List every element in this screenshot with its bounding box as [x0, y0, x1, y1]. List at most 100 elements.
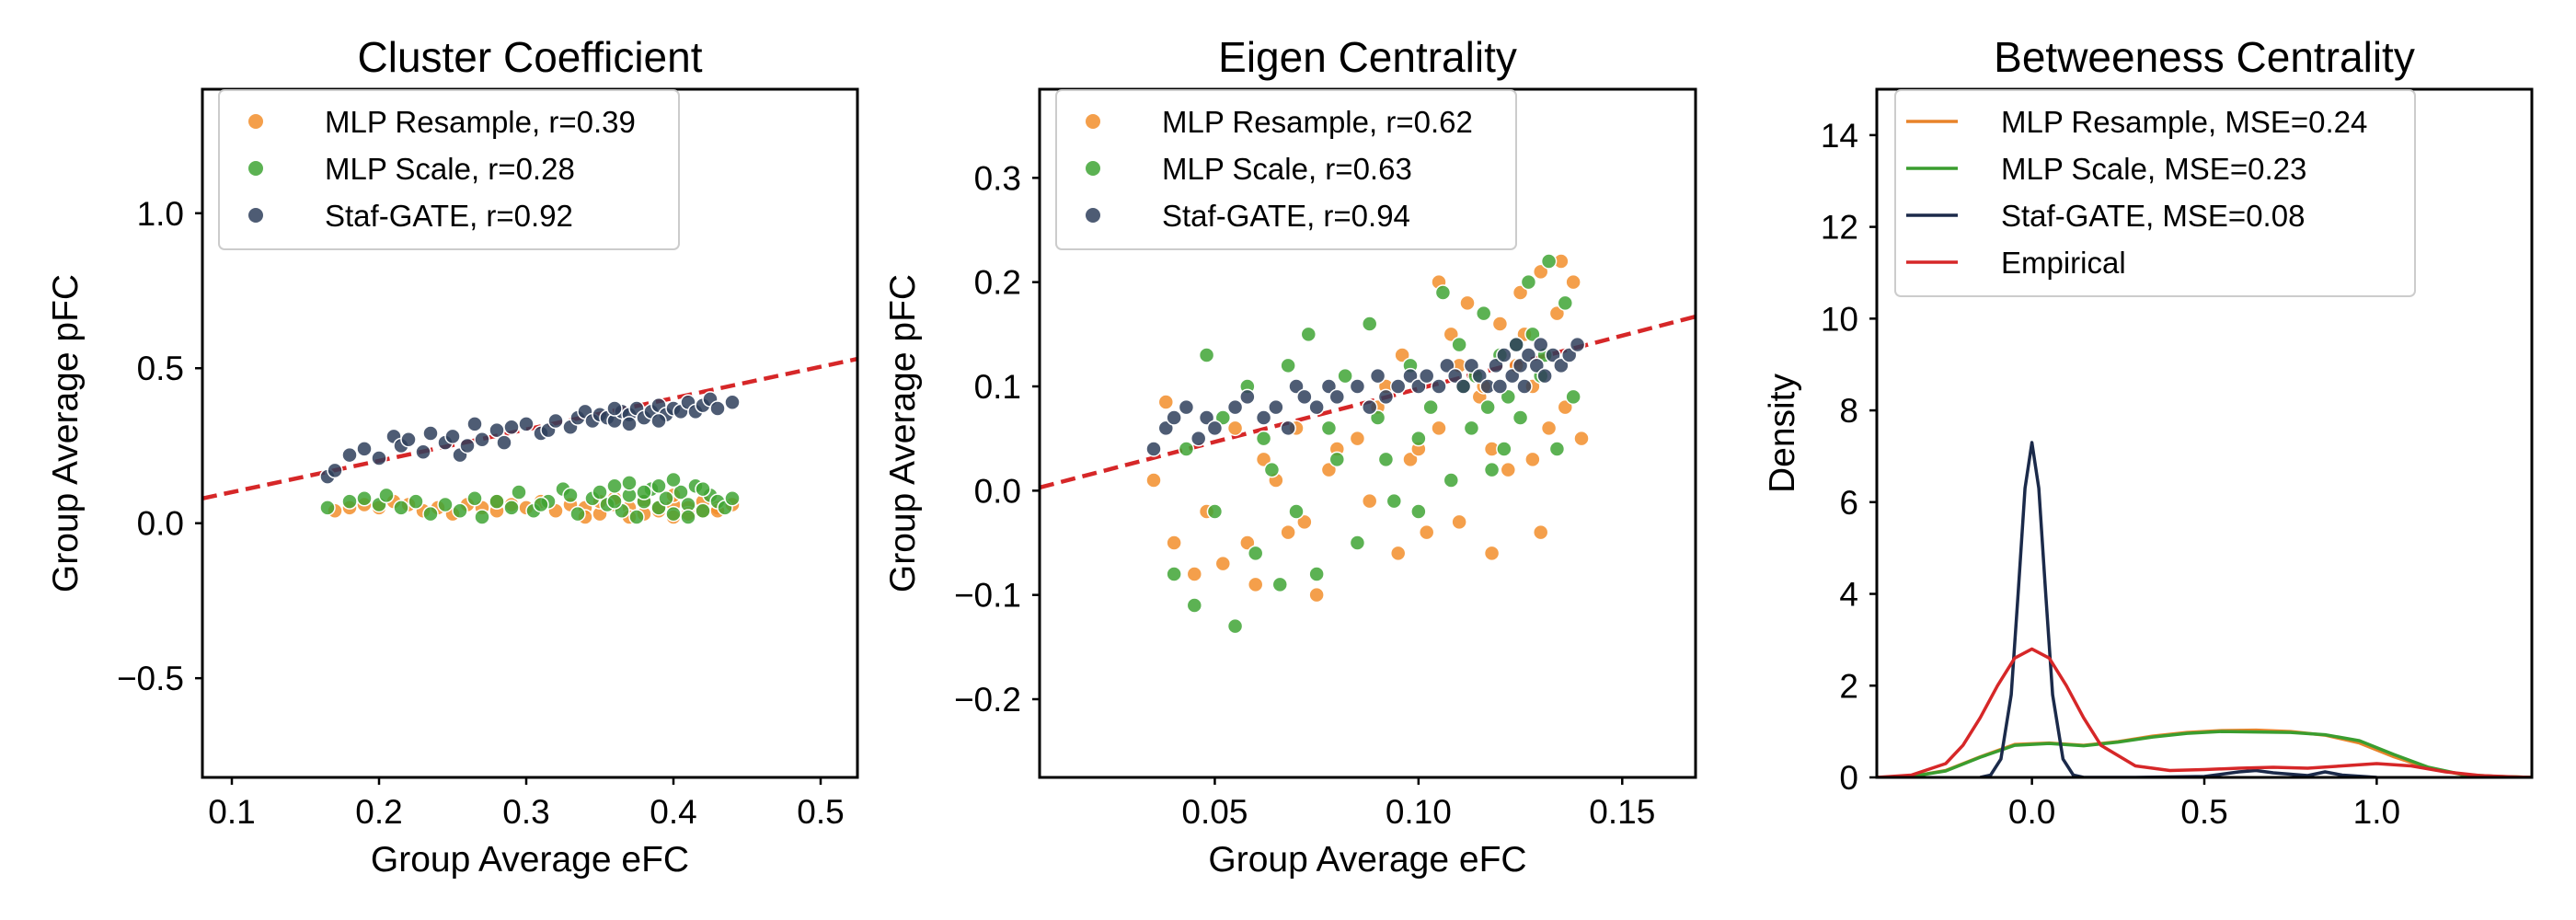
- density-line-empirical: [1877, 647, 2532, 777]
- y-tick-label: −0.2: [954, 681, 1021, 719]
- data-point: [422, 425, 439, 442]
- y-tick-label: −0.5: [117, 660, 184, 697]
- data-point: [1410, 430, 1427, 447]
- data-point: [1190, 430, 1207, 447]
- data-point: [1431, 378, 1447, 395]
- data-point: [1500, 388, 1517, 406]
- data-point: [1536, 367, 1553, 385]
- data-point: [1402, 367, 1419, 385]
- data-point: [1394, 347, 1410, 363]
- data-point: [1528, 357, 1546, 374]
- data-point: [1178, 398, 1195, 416]
- data-point: [1443, 472, 1460, 489]
- data-point: [1569, 336, 1586, 353]
- data-point: [1540, 420, 1558, 437]
- data-point: [503, 500, 520, 516]
- data-point: [415, 443, 431, 460]
- data-point: [1560, 347, 1578, 363]
- y-tick-label: 0.0: [137, 505, 184, 543]
- x-tick-label: 0.0: [2008, 793, 2055, 831]
- data-point: [1532, 523, 1549, 541]
- data-point: [1451, 513, 1467, 531]
- data-point: [356, 490, 373, 507]
- data-point: [724, 394, 741, 411]
- data-point: [650, 477, 667, 495]
- x-tick-label: 0.05: [1181, 793, 1248, 831]
- data-point: [665, 505, 682, 523]
- data-point: [1361, 492, 1378, 510]
- data-point: [1483, 545, 1501, 562]
- density-line-mlp-scale: [1877, 730, 2532, 777]
- data-point: [1157, 420, 1175, 437]
- data-point: [1410, 503, 1427, 520]
- data-point: [1557, 294, 1574, 312]
- data-point: [1520, 273, 1537, 291]
- data-point: [1548, 305, 1566, 322]
- data-point: [1206, 420, 1224, 437]
- legend-label: MLP Scale, r=0.63: [1162, 152, 1412, 186]
- data-point: [1214, 409, 1232, 426]
- data-point: [1443, 326, 1460, 343]
- x-tick-label: 1.0: [2353, 793, 2400, 831]
- x-tick-label: 0.2: [355, 793, 402, 831]
- data-point: [474, 431, 490, 448]
- chart-root: 0.1 0.2 0.3 0.4 0.5 −0.5 0.0 0.5 1.0 Cluster Coef…: [46, 33, 2534, 880]
- data-point: [1247, 545, 1264, 562]
- data-point: [1471, 367, 1489, 385]
- legend-marker: [1086, 114, 1100, 129]
- data-point: [1512, 409, 1529, 426]
- data-point: [1178, 441, 1195, 457]
- y-tick-label: 0.2: [974, 264, 1021, 302]
- plot-area: [1040, 253, 1696, 635]
- data-point: [1520, 347, 1537, 363]
- data-point: [1288, 503, 1305, 520]
- data-point: [1369, 409, 1386, 426]
- data-point: [459, 437, 476, 454]
- chart-title: Cluster Coefficient: [358, 33, 703, 81]
- data-point: [1337, 367, 1353, 385]
- data-point: [1349, 430, 1366, 447]
- data-point: [1455, 378, 1472, 395]
- data-point: [1553, 357, 1570, 374]
- data-point: [1186, 597, 1203, 614]
- data-point: [1268, 398, 1284, 416]
- data-point: [673, 484, 689, 500]
- data-point: [547, 412, 564, 430]
- data-point: [562, 487, 579, 504]
- data-point: [466, 490, 483, 507]
- legend-box: [218, 89, 680, 250]
- y-axis-label: Group Average pFC: [883, 274, 923, 592]
- data-point: [341, 493, 358, 510]
- data-point: [695, 480, 711, 498]
- data-point: [1308, 586, 1325, 604]
- legend: MLP Resample, r=0.62 MLP Scale, r=0.63 Sta…: [1055, 89, 1517, 250]
- data-point: [1296, 513, 1313, 531]
- panel-1: 0.1 0.2 0.3 0.4 0.5 −0.5 0.0 0.5 1.0 Cluster Coef…: [46, 33, 859, 880]
- data-point: [1451, 336, 1467, 353]
- x-tick-label: 0.4: [650, 793, 696, 831]
- y-tick-label: 2: [1839, 667, 1858, 705]
- data-point: [1508, 336, 1524, 353]
- x-tick-label: 0.5: [2180, 793, 2227, 831]
- data-point: [1548, 441, 1566, 457]
- data-point: [1545, 347, 1561, 363]
- data-point: [1389, 545, 1407, 562]
- y-tick-label: 6: [1839, 484, 1858, 522]
- legend-marker: [248, 161, 263, 176]
- data-point: [1288, 378, 1305, 395]
- data-point: [1565, 388, 1581, 406]
- y-tick-label: 0.3: [974, 159, 1021, 197]
- chart-title: Betweeness Centrality: [1994, 33, 2415, 81]
- x-tick-label: 0.10: [1386, 793, 1452, 831]
- data-point: [1532, 263, 1549, 281]
- data-point: [1496, 347, 1512, 363]
- y-tick-label: 0: [1839, 759, 1858, 797]
- data-point: [437, 496, 454, 513]
- data-point: [511, 484, 527, 500]
- density-line-staf-gate: [1980, 441, 2377, 777]
- data-point: [1488, 357, 1504, 374]
- y-tick-label: 14: [1821, 117, 1858, 155]
- data-point: [621, 416, 638, 432]
- series-staf-gate: [319, 391, 741, 485]
- x-axis-label: Group Average eFC: [1208, 840, 1526, 880]
